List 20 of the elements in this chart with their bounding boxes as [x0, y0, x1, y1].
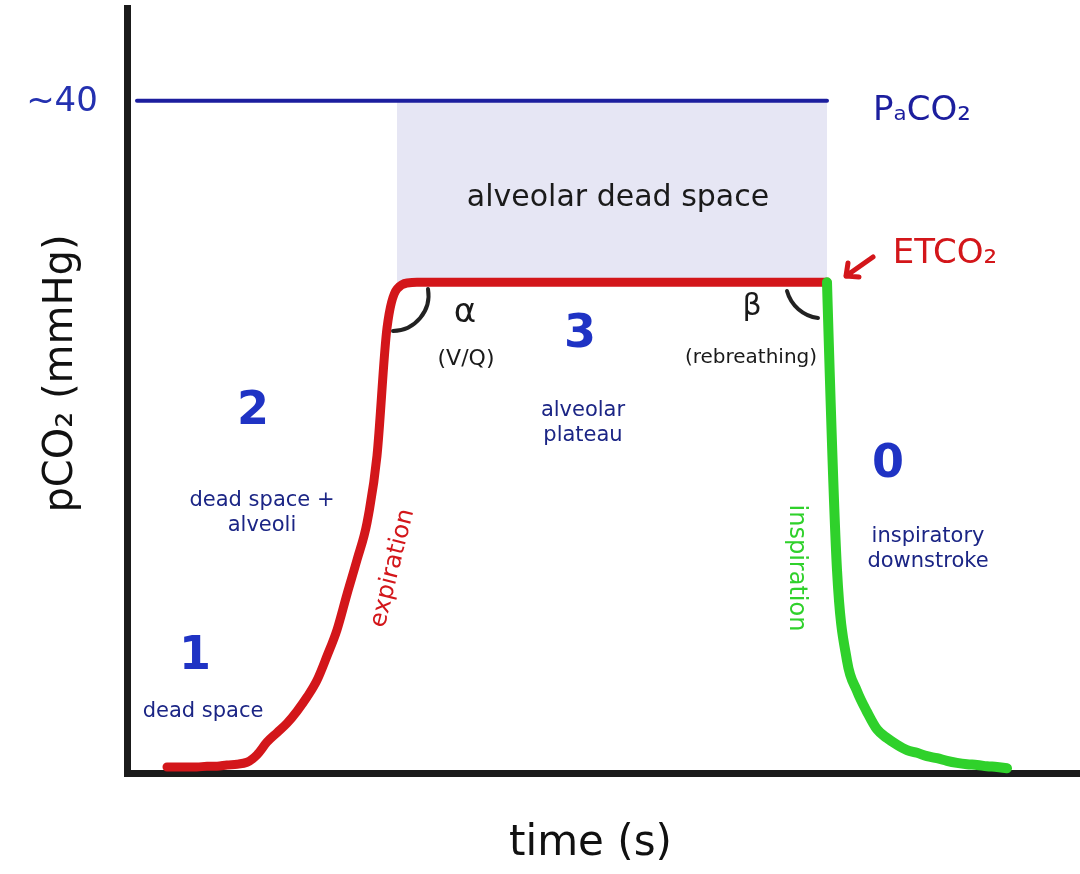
- annotation: dead space + alveoli: [189, 487, 335, 536]
- y-axis-title: pCO₂ (mmHg): [34, 234, 81, 513]
- text: ~40: [26, 79, 98, 119]
- annotation: dead space: [142, 698, 264, 722]
- text: inspiration: [784, 504, 812, 632]
- annotation: 0: [871, 434, 905, 488]
- annotation: 3: [563, 304, 597, 358]
- x-axis-title: time (s): [509, 815, 672, 865]
- annotation: β: [742, 287, 762, 322]
- annotation: (rebreathing): [684, 344, 818, 368]
- annotation: α: [453, 290, 477, 330]
- series-label: PₐCO₂: [873, 88, 971, 128]
- annotation: alveolar plateau: [540, 397, 626, 446]
- annotation: inspiratory downstroke: [867, 523, 989, 572]
- annotation: alveolar dead space: [466, 178, 770, 213]
- text: expiration: [362, 505, 420, 630]
- annotation: 2: [236, 381, 270, 435]
- annotation: 1: [178, 626, 212, 680]
- annotation: (V/Q): [437, 345, 495, 370]
- annotation: ETCO₂: [892, 231, 998, 271]
